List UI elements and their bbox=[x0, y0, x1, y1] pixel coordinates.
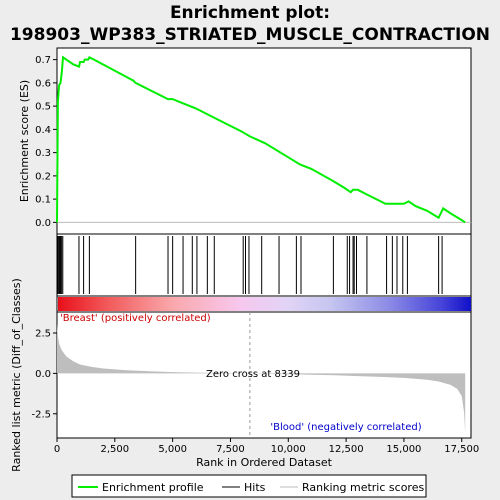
legend-enrichment-label: Enrichment profile bbox=[102, 481, 204, 494]
es-plot-area bbox=[56, 47, 472, 235]
metric-y-axis: -2.5 0.0 2.5 bbox=[31, 329, 57, 420]
legend-hits-label: Hits bbox=[244, 481, 266, 494]
es-y-tick-label: 0.5 bbox=[35, 102, 51, 113]
metric-x-tick-label: 10,000 bbox=[271, 444, 306, 455]
es-y-tick-label: 0.6 bbox=[35, 78, 51, 89]
zero-cross-label: Zero cross at 8339 bbox=[206, 369, 300, 380]
metric-x-tick-label: 17,500 bbox=[444, 444, 479, 455]
metric-x-tick-label: 12,500 bbox=[329, 444, 364, 455]
hits-markers bbox=[56, 236, 443, 294]
es-y-tick-label: 0.0 bbox=[35, 218, 51, 229]
metric-x-tick-label: 7,500 bbox=[216, 444, 245, 455]
metric-x-tick-label: 2,500 bbox=[101, 444, 130, 455]
metric-x-axis: 0 2,500 5,000 7,500 10,000 12,500 15,000 17,500 bbox=[54, 438, 479, 455]
es-y-axis-label: Enrichment score (ES) bbox=[18, 80, 31, 202]
hits-panel bbox=[56, 233, 472, 297]
metric-y-tick-label: 2.5 bbox=[35, 329, 51, 340]
es-y-axis: 0.0 0.1 0.2 0.3 0.4 0.5 0.6 0.7 bbox=[35, 55, 57, 229]
es-y-tick-label: 0.1 bbox=[35, 195, 51, 206]
legend-ranking-label: Ranking metric scores bbox=[302, 481, 424, 494]
positive-correlation-label: 'Breast' (positively correlated) bbox=[60, 313, 211, 324]
es-y-tick-label: 0.2 bbox=[35, 171, 51, 182]
rank-color-bar bbox=[58, 297, 471, 311]
metric-y-tick-label: 0.0 bbox=[35, 369, 51, 380]
es-y-tick-label: 0.4 bbox=[35, 125, 51, 136]
chart-title-line2: 198903_WP383_STRIATED_MUSCLE_CONTRACTION bbox=[10, 25, 490, 45]
metric-y-tick-label: -2.5 bbox=[31, 409, 51, 420]
metric-x-tick-label: 15,000 bbox=[386, 444, 421, 455]
es-y-tick-label: 0.3 bbox=[35, 148, 51, 159]
metric-x-tick-label: 0 bbox=[54, 444, 60, 455]
metric-x-axis-label: Rank in Ordered Dataset bbox=[196, 456, 333, 469]
chart-title-line1: Enrichment plot: bbox=[170, 3, 330, 23]
negative-correlation-label: 'Blood' (negatively correlated) bbox=[270, 422, 421, 433]
es-y-tick-label: 0.7 bbox=[35, 55, 51, 66]
metric-y-axis-label: Ranked list metric (Diff_of_Classes) bbox=[10, 278, 23, 472]
enrichment-profile-line bbox=[56, 55, 466, 224]
metric-x-tick-label: 5,000 bbox=[158, 444, 187, 455]
legend bbox=[71, 474, 427, 498]
